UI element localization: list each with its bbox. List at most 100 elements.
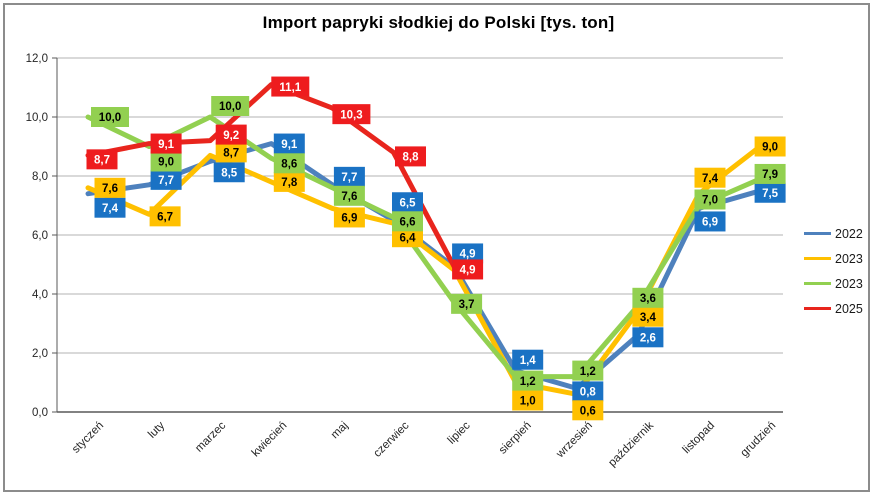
data-label-box — [512, 349, 544, 370]
data-label-box — [149, 206, 181, 227]
data-label-box — [694, 167, 726, 188]
legend: 2022 2023 2023 2025 — [804, 221, 863, 321]
x-axis-label: październik — [606, 419, 656, 469]
data-label: 0,6 — [580, 406, 596, 418]
x-axis-label: luty — [146, 419, 167, 440]
data-label-box — [392, 192, 423, 213]
legend-swatch-2023-green — [804, 282, 831, 285]
data-label: 6,9 — [702, 217, 718, 229]
data-label-box — [271, 76, 310, 97]
data-label-box — [150, 169, 182, 190]
data-label: 9,0 — [762, 142, 778, 154]
x-axis-label: listopad — [681, 420, 718, 457]
data-label-box — [150, 151, 182, 172]
data-label-box — [150, 133, 182, 154]
data-label: 4,9 — [460, 265, 476, 277]
legend-label-2025: 2025 — [835, 301, 863, 316]
data-label: 8,5 — [221, 167, 238, 179]
data-label-box — [451, 293, 483, 314]
y-axis-label: 10,0 — [26, 112, 48, 124]
data-label: 6,5 — [400, 197, 417, 209]
legend-item-2025: 2025 — [804, 296, 863, 321]
x-axis-label: wrzesień — [554, 420, 595, 461]
x-axis-label: maj — [329, 420, 351, 442]
data-label-box — [94, 177, 126, 198]
data-label: 1,2 — [580, 366, 596, 378]
data-label-box — [392, 227, 423, 248]
x-axis-label: kwiecień — [250, 420, 290, 460]
legend-item-2023-yellow: 2023 — [804, 246, 863, 271]
data-label-box — [572, 400, 604, 421]
data-label-box — [91, 107, 129, 127]
legend-label-2022: 2022 — [835, 226, 863, 241]
data-label: 2,6 — [640, 333, 656, 345]
data-label-box — [273, 153, 305, 174]
data-label: 8,8 — [403, 152, 420, 164]
data-label-box — [632, 287, 664, 308]
y-axis-label: 8,0 — [32, 171, 48, 183]
y-axis-label: 6,0 — [32, 230, 48, 242]
x-axis-label: sierpień — [497, 420, 534, 457]
data-label: 7,0 — [702, 195, 718, 207]
data-label: 3,4 — [640, 312, 657, 324]
data-label-box — [452, 259, 484, 280]
legend-swatch-2023-yellow — [804, 257, 831, 260]
legend-item-2022: 2022 — [804, 221, 863, 246]
x-axis-label: lipiec — [446, 419, 473, 446]
x-axis-label: czerwiec — [372, 419, 412, 459]
data-label: 0,8 — [580, 387, 597, 399]
data-label: 7,6 — [341, 191, 357, 203]
data-label: 7,7 — [341, 172, 357, 184]
data-label: 10,0 — [219, 101, 241, 113]
x-axis-label: styczeń — [70, 420, 106, 456]
data-label: 7,7 — [158, 175, 174, 187]
data-label: 8,7 — [94, 155, 110, 167]
data-label-box — [395, 146, 426, 167]
data-label: 7,9 — [762, 169, 778, 181]
data-label: 9,1 — [158, 139, 175, 151]
data-label-box — [215, 142, 247, 163]
data-label-box — [572, 360, 604, 381]
data-label-box — [213, 162, 245, 183]
data-label: 3,6 — [640, 293, 656, 305]
x-axis-label: marzec — [193, 419, 228, 454]
data-label: 7,5 — [762, 188, 779, 200]
data-label: 1,0 — [520, 396, 536, 408]
data-label: 3,7 — [459, 299, 475, 311]
data-label-box — [452, 243, 484, 264]
data-label: 6,6 — [400, 217, 416, 229]
chart-title: Import papryki słodkiej do Polski [tys. … — [262, 13, 615, 32]
data-label-box — [333, 207, 365, 228]
data-label-box — [632, 327, 664, 348]
data-label-box — [754, 163, 786, 184]
data-label: 7,4 — [702, 173, 719, 185]
legend-item-2023-green: 2023 — [804, 271, 863, 296]
y-axis-label: 2,0 — [32, 348, 48, 360]
data-label-box — [215, 124, 247, 145]
y-axis-label: 0,0 — [32, 407, 48, 419]
data-label-box — [512, 370, 544, 391]
data-label-box — [754, 182, 786, 203]
data-label: 7,8 — [281, 177, 298, 189]
data-label: 7,6 — [102, 183, 118, 195]
data-label: 9,2 — [223, 130, 239, 142]
data-label: 8,6 — [281, 159, 297, 171]
data-label: 10,0 — [99, 112, 121, 124]
legend-label-2023-yellow: 2023 — [835, 251, 863, 266]
data-label-box — [273, 171, 305, 192]
data-label-box — [512, 390, 544, 411]
data-label: 8,7 — [223, 148, 239, 160]
data-label-box — [333, 166, 365, 187]
data-label: 1,4 — [520, 355, 537, 367]
data-label: 6,7 — [157, 212, 173, 224]
data-label: 6,9 — [341, 213, 357, 225]
data-label-box — [632, 306, 664, 327]
data-label-box — [86, 149, 118, 170]
data-label-box — [332, 104, 371, 125]
data-label: 7,4 — [102, 203, 119, 215]
data-label-box — [211, 96, 250, 116]
legend-swatch-2022 — [804, 232, 831, 235]
y-axis-label: 12,0 — [26, 53, 48, 65]
